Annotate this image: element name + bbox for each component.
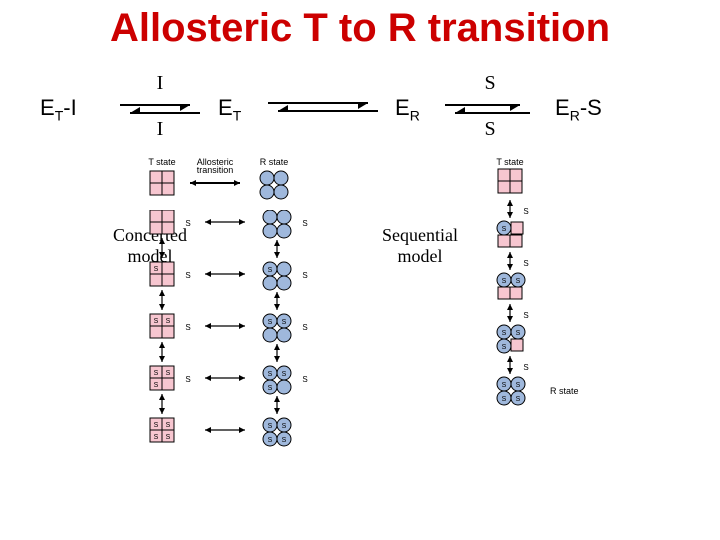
svg-text:S: S — [523, 207, 528, 216]
svg-text:S: S — [268, 319, 273, 326]
svg-text:S: S — [166, 318, 171, 325]
species-et: ET — [218, 95, 241, 123]
ligand-i-top: I — [157, 75, 164, 94]
svg-text:S: S — [516, 382, 521, 389]
svg-text:S: S — [302, 271, 307, 280]
svg-text:T state: T state — [148, 157, 175, 167]
concerted-header: T state Allosteric transition R state — [140, 155, 330, 210]
sequential-column: S S S S S S S S S S S S — [490, 200, 630, 540]
svg-text:S: S — [154, 370, 159, 377]
equilibrium-row: ET-I I I ET ER S S ER-S — [0, 65, 720, 155]
svg-text:S: S — [166, 434, 171, 441]
svg-text:S: S — [268, 423, 273, 430]
ligand-s-bottom: S — [484, 118, 495, 140]
svg-text:S: S — [268, 437, 273, 444]
svg-text:S: S — [166, 422, 171, 429]
svg-text:S: S — [502, 396, 507, 403]
ligand-i-bottom: I — [157, 118, 164, 140]
species-et-i: ET-I — [40, 95, 77, 123]
svg-text:S: S — [154, 266, 159, 273]
equilibrium-arrows-left: I I — [110, 75, 210, 145]
svg-text:S: S — [282, 371, 287, 378]
page-title: Allosteric T to R transition — [0, 6, 720, 51]
svg-text:S: S — [154, 422, 159, 429]
diagram-area: T state Allosteric transition R state S … — [0, 155, 720, 540]
svg-text:R state: R state — [260, 157, 289, 167]
svg-text:S: S — [282, 423, 287, 430]
svg-text:S: S — [154, 434, 159, 441]
svg-text:S: S — [523, 259, 528, 268]
svg-text:S: S — [166, 370, 171, 377]
concerted-r-column: S S S SS S SSS S SSSS — [255, 210, 325, 530]
svg-text:S: S — [502, 330, 507, 337]
svg-text:S: S — [268, 371, 273, 378]
svg-text:T state: T state — [496, 157, 523, 167]
svg-text:S: S — [502, 278, 507, 285]
svg-text:S: S — [502, 344, 507, 351]
sequential-header: T state — [490, 155, 630, 200]
svg-text:S: S — [185, 219, 190, 228]
svg-text:S: S — [502, 382, 507, 389]
svg-text:S: S — [502, 226, 507, 233]
svg-text:S: S — [302, 219, 307, 228]
svg-text:R state: R state — [550, 386, 579, 396]
svg-text:S: S — [185, 323, 190, 332]
svg-text:S: S — [282, 437, 287, 444]
svg-text:S: S — [154, 382, 159, 389]
concerted-horiz-arrows — [200, 210, 260, 530]
svg-text:S: S — [154, 318, 159, 325]
svg-text:S: S — [302, 375, 307, 384]
svg-text:S: S — [268, 267, 273, 274]
svg-text:S: S — [523, 311, 528, 320]
svg-text:S: S — [185, 271, 190, 280]
svg-text:S: S — [516, 330, 521, 337]
svg-text:S: S — [302, 323, 307, 332]
species-er-s: ER-S — [555, 95, 602, 123]
equilibrium-arrows-right: S S — [435, 75, 545, 145]
svg-text:S: S — [516, 396, 521, 403]
svg-text:S: S — [282, 319, 287, 326]
svg-text:transition: transition — [197, 165, 234, 175]
svg-text:S: S — [523, 363, 528, 372]
equilibrium-arrows-center — [258, 87, 388, 127]
svg-text:S: S — [185, 375, 190, 384]
ligand-s-top: S — [484, 75, 495, 94]
species-er: ER — [395, 95, 420, 123]
svg-text:S: S — [268, 385, 273, 392]
svg-text:S: S — [516, 278, 521, 285]
